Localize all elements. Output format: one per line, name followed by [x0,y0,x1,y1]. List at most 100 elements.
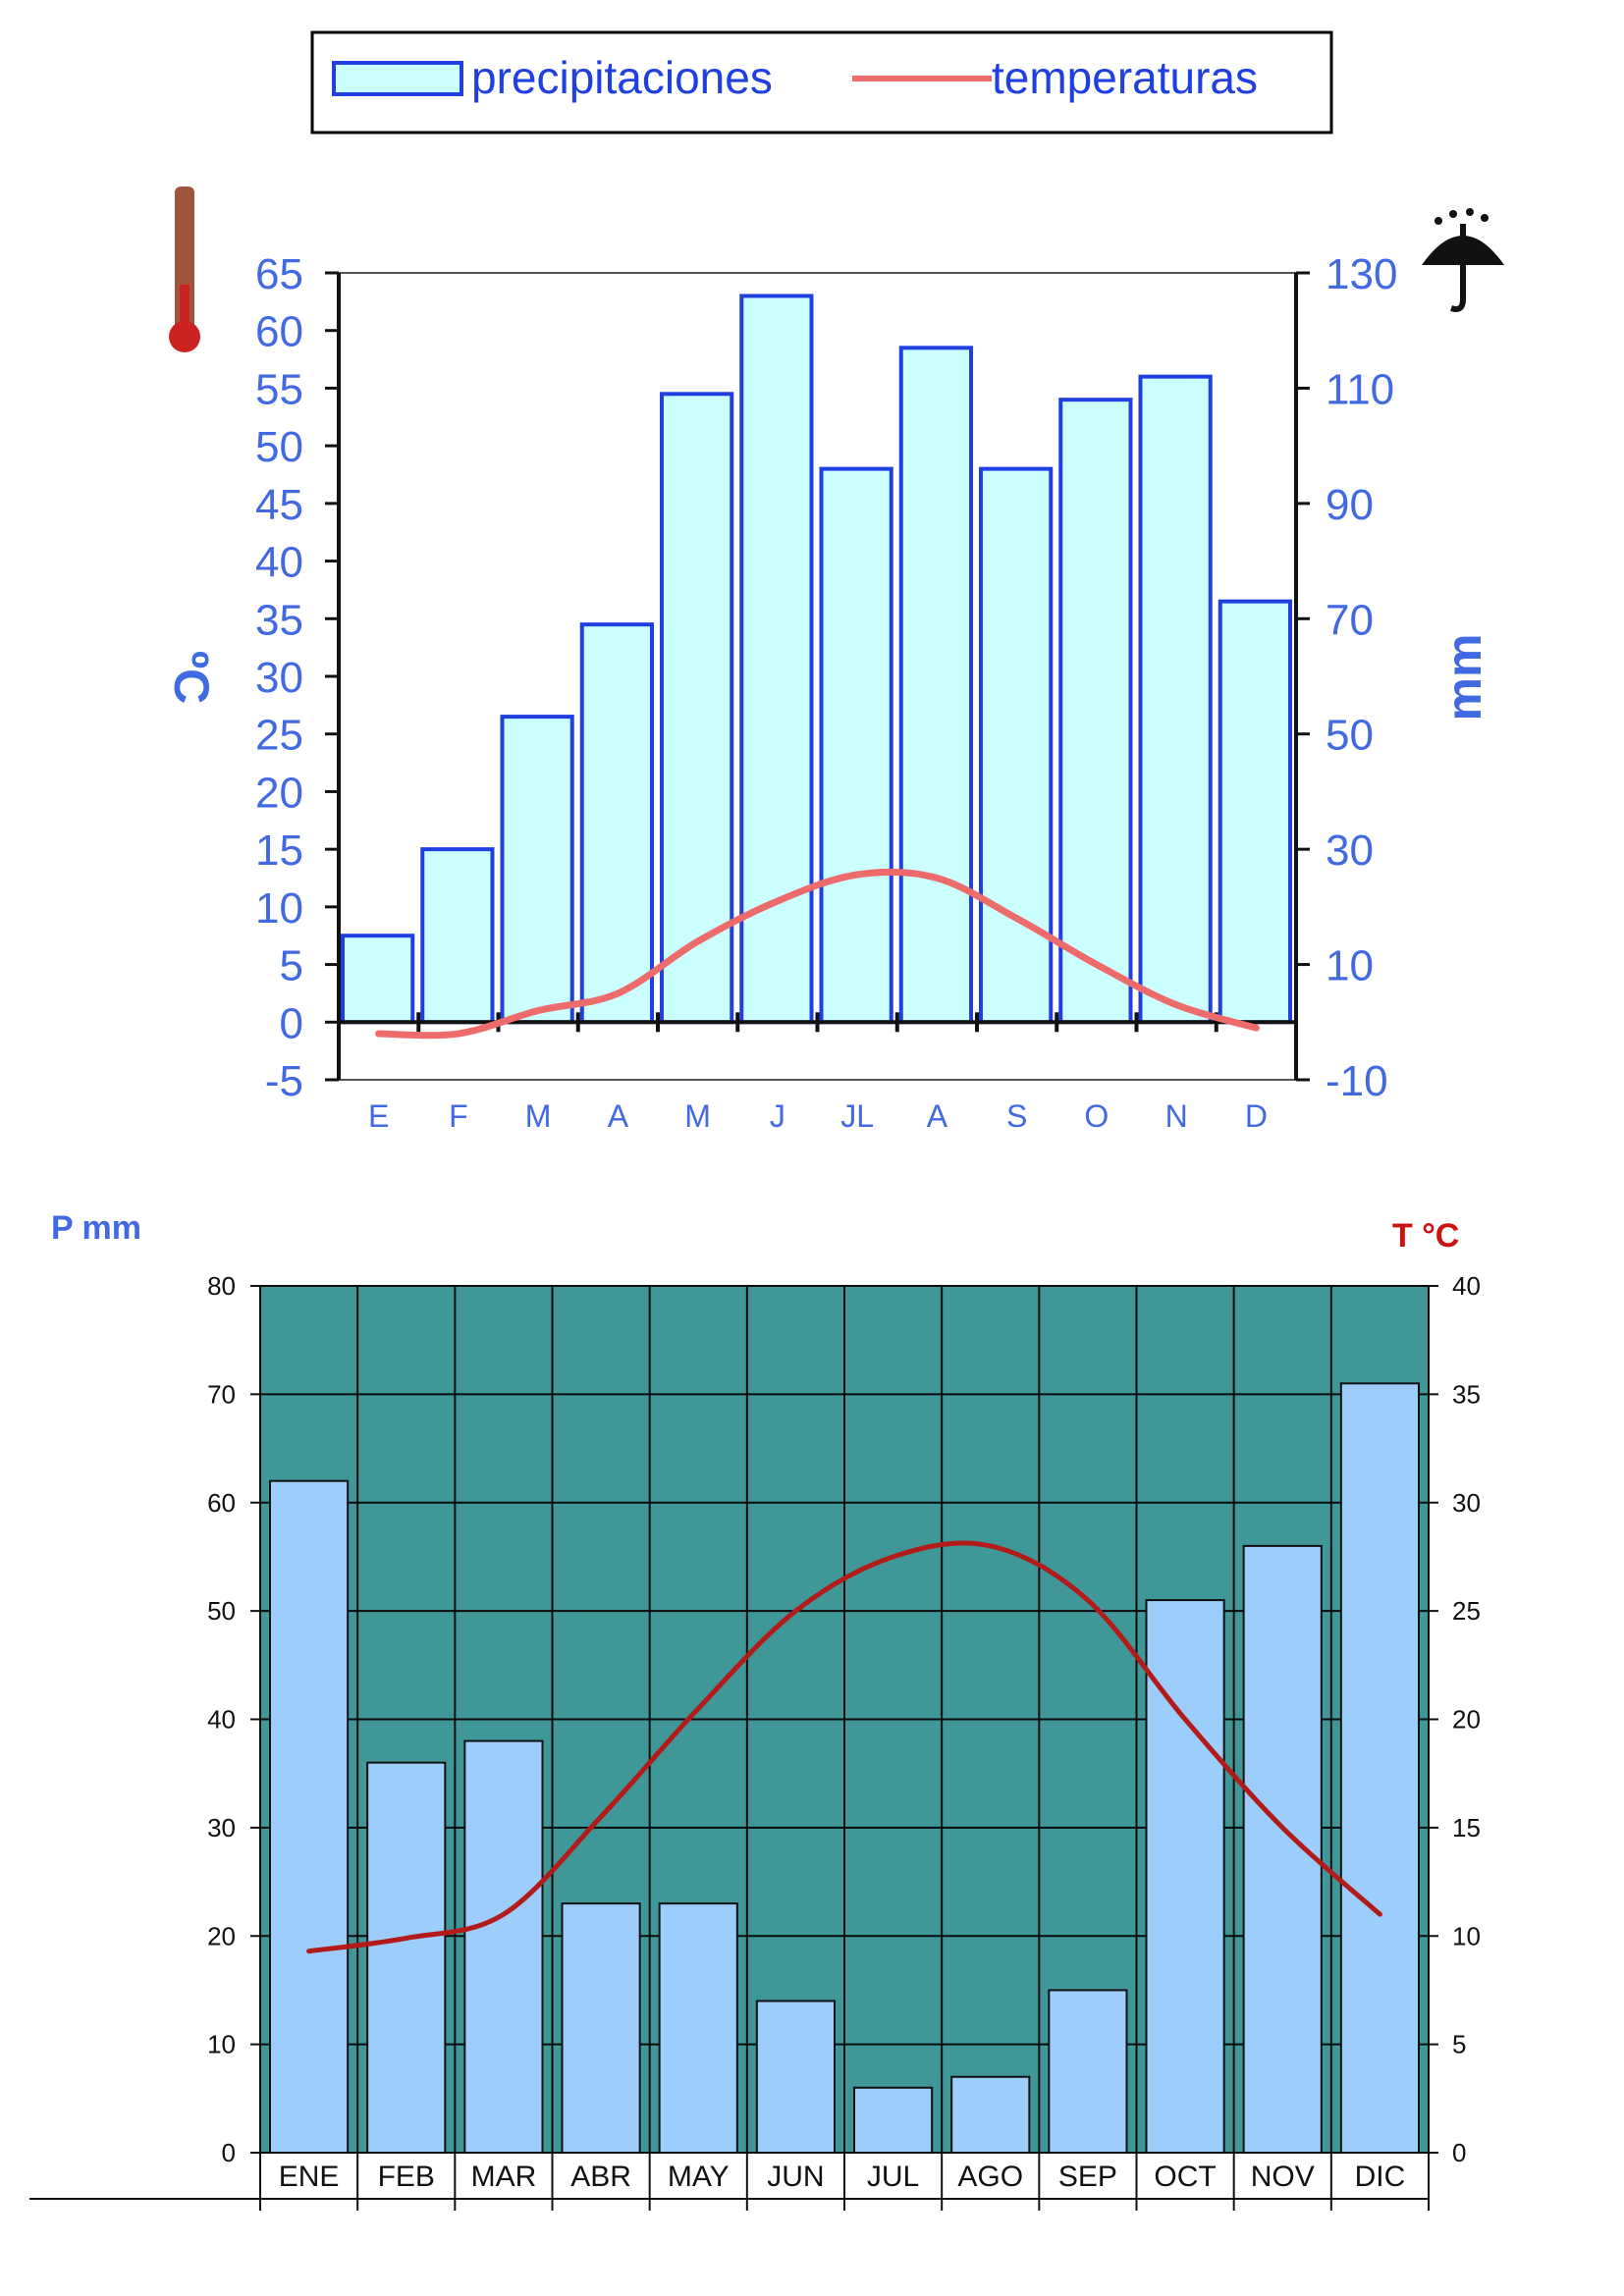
plot-frame [338,272,1297,1081]
category-label: A [608,1098,629,1134]
category-label: M [525,1098,552,1134]
temp-point [936,877,939,880]
precip-bar [366,1761,447,2155]
precip-bar [500,715,574,1025]
thermometer-icon [169,187,200,352]
category-label: JL [840,1098,874,1134]
right-tick-label: -10 [1326,1057,1388,1105]
category-label: ABR [570,2161,631,2193]
right-tick-label: 35 [1452,1379,1481,1409]
left-tick-label: 70 [207,1379,236,1409]
left-tick-label: 10 [207,2030,236,2059]
right-tick-label: 40 [1452,1271,1481,1301]
right-tick-label: 25 [1452,1596,1481,1626]
temp-point [307,1949,310,1952]
right-axis-title: mm [1436,634,1491,721]
precip-bar [420,847,495,1025]
category-label: D [1245,1098,1268,1134]
precip-bar [463,1739,544,2154]
left-tick-label: 25 [255,712,303,760]
temp-point [537,1009,540,1012]
precip-bar [658,1902,738,2155]
left-tick-label: 30 [207,1813,236,1842]
temp-point [377,1033,380,1036]
category-label: OCT [1154,2161,1216,2193]
temp-point [457,1033,460,1036]
temp-point [1175,1003,1178,1006]
right-tick-labels: 40 35 30 25 20 15 10 5 0 [1429,1271,1481,2167]
left-axis-title: ºC [164,651,219,704]
temp-point [1255,1027,1258,1030]
right-tick-label: 50 [1326,712,1374,760]
category-label: MAY [668,2161,730,2193]
temp-point [1086,1599,1089,1602]
temp-point [1281,1826,1284,1829]
right-tick-label: 5 [1452,2030,1466,2059]
category-label: S [1006,1098,1027,1134]
left-tick-label: 0 [222,2138,236,2167]
category-label: JUN [767,2161,824,2193]
left-tick-label: 20 [255,769,303,817]
category-label: N [1165,1098,1188,1134]
temp-point [600,1815,603,1818]
left-tick-label: 55 [255,365,303,413]
climate-chart-1: precipitaciones temperaturas ºC mm 65 60 5… [164,30,1504,1134]
category-label: AGO [957,2161,1023,2193]
left-tick-label: 15 [255,827,303,875]
right-tick-labels: 130 110 90 70 50 30 10 -10 [1296,250,1397,1105]
umbrella-icon [1422,208,1504,312]
precip-bar [341,934,415,1025]
legend: precipitaciones temperaturas [310,30,1333,134]
category-label: FEB [378,2161,435,2193]
temp-line [306,1540,1382,1954]
precip-bars [269,1382,1421,2155]
precip-bar [853,2086,934,2155]
right-tick-label: 110 [1326,365,1394,413]
precip-bar [579,622,654,1025]
temp-point [697,1707,700,1710]
left-tick-label: 60 [255,308,303,356]
category-label: M [684,1098,711,1134]
temp-point [1095,963,1098,966]
right-tick-label: 20 [1452,1705,1481,1735]
precip-bar [1058,398,1133,1025]
left-tick-label: 10 [255,884,303,933]
category-label: SEP [1058,2161,1117,2193]
temp-point [617,991,620,994]
precip-bar [979,466,1054,1025]
left-tick-label: 30 [255,654,303,702]
left-tick-label: 65 [255,250,303,298]
left-tick-label: 35 [255,596,303,644]
precip-bar [660,392,734,1025]
precip-bar [1218,599,1292,1025]
precip-bar [755,2000,836,2154]
precip-bar [561,1902,641,2155]
legend-temp-label: temperaturas [992,52,1258,103]
plot-area [338,272,1297,1081]
left-tick-label: 80 [207,1271,236,1301]
precip-bar [898,346,973,1025]
category-label: MAR [471,2161,537,2193]
right-axis-title: T °C [1392,1217,1459,1255]
temp-point [405,1937,407,1940]
temp-point [1379,1913,1381,1916]
left-tick-labels: 80 70 60 50 40 30 20 10 0 [207,1271,260,2167]
right-tick-label: 15 [1452,1813,1481,1842]
temp-point [696,940,699,943]
right-tick-label: 10 [1452,1921,1481,1950]
legend-precip-swatch [332,61,463,96]
left-tick-label: 40 [255,539,303,587]
right-tick-label: 30 [1326,827,1374,875]
legend-box [310,30,1333,134]
category-label: E [368,1098,389,1134]
right-tick-label: 0 [1452,2138,1466,2167]
precip-bars [341,294,1292,1025]
category-label: DIC [1355,2161,1406,2193]
temp-point [856,873,859,876]
precip-bar [1339,1382,1421,2154]
category-label: J [770,1098,785,1134]
left-tick-label: 40 [207,1705,236,1735]
precip-bar [269,1479,350,2154]
